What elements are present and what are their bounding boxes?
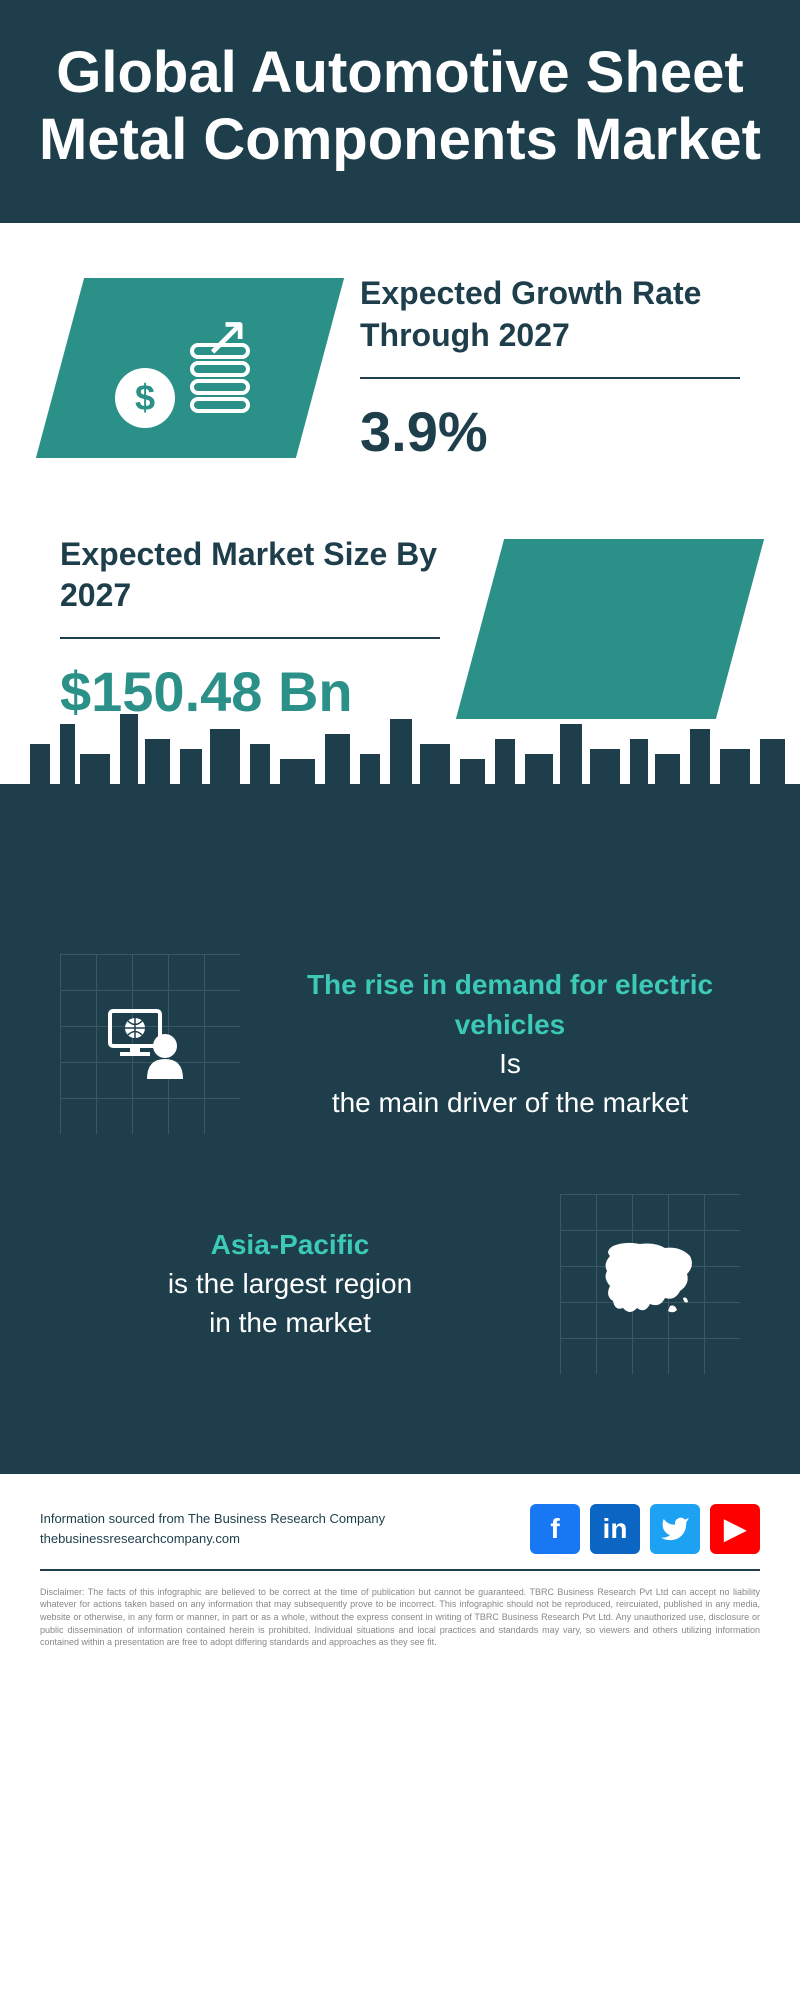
growth-shape: ↗ $ [36, 278, 344, 458]
footer: Information sourced from The Business Re… [0, 1474, 800, 1669]
source-line1: Information sourced from The Business Re… [40, 1511, 385, 1526]
page-title: Global Automotive Sheet Metal Components… [30, 40, 770, 173]
market-size-label: Expected Market Size By 2027 [60, 534, 440, 639]
growth-rate-section: ↗ $ Expected Growth Rate Through 2027 3.… [0, 223, 800, 493]
header-banner: Global Automotive Sheet Metal Components… [0, 0, 800, 223]
social-icons: f in ▶ [530, 1504, 760, 1554]
region-highlight: Asia-Pacific [211, 1229, 370, 1260]
twitter-icon[interactable] [650, 1504, 700, 1554]
person-globe-icon [105, 1001, 195, 1086]
source-text: Information sourced from The Business Re… [40, 1509, 385, 1548]
region-row: Asia-Pacific is the largest region in th… [60, 1164, 740, 1404]
source-line2: thebusinessresearchcompany.com [40, 1531, 240, 1546]
region-line2: in the market [209, 1307, 371, 1338]
asia-map-icon [595, 1236, 705, 1331]
market-size-shape [456, 539, 764, 719]
growth-value: 3.9% [360, 399, 740, 464]
driver-icon-box [60, 954, 240, 1134]
insights-section: The rise in demand for electric vehicles… [0, 924, 800, 1474]
footer-top-row: Information sourced from The Business Re… [40, 1504, 760, 1571]
growth-money-icon: ↗ $ [120, 303, 260, 433]
skyline-divider [0, 784, 800, 924]
facebook-icon[interactable]: f [530, 1504, 580, 1554]
youtube-icon[interactable]: ▶ [710, 1504, 760, 1554]
driver-highlight: The rise in demand for electric vehicles [307, 969, 713, 1039]
linkedin-icon[interactable]: in [590, 1504, 640, 1554]
region-text: Asia-Pacific is the largest region in th… [60, 1225, 520, 1343]
disclaimer-text: Disclaimer: The facts of this infographi… [40, 1586, 760, 1649]
driver-connector: Is [499, 1048, 521, 1079]
region-icon-box [560, 1194, 740, 1374]
market-size-text-block: Expected Market Size By 2027 $150.48 Bn [60, 534, 440, 724]
growth-label: Expected Growth Rate Through 2027 [360, 273, 740, 378]
region-line1: is the largest region [168, 1268, 412, 1299]
driver-body: the main driver of the market [332, 1087, 688, 1118]
growth-text-block: Expected Growth Rate Through 2027 3.9% [360, 273, 740, 463]
driver-text: The rise in demand for electric vehicles… [280, 965, 740, 1122]
driver-row: The rise in demand for electric vehicles… [60, 924, 740, 1164]
